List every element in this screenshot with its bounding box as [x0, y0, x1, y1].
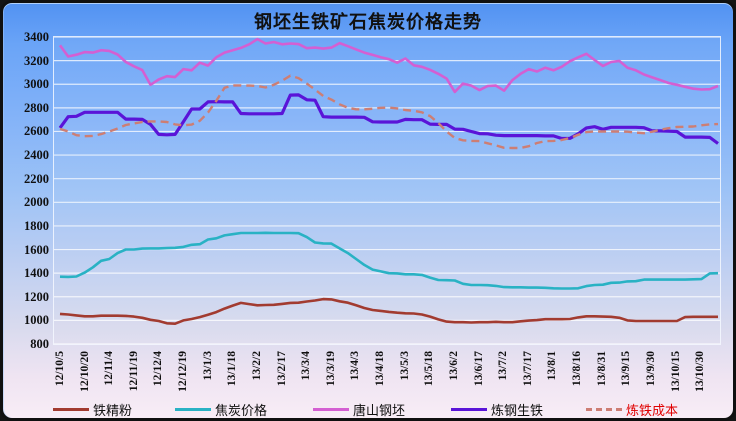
- series-line-iron-concentrate: [59, 297, 718, 326]
- legend-label-tangshan-billet: 唐山钢坯: [353, 402, 406, 418]
- legend-label-coke-price: 焦炭价格: [215, 402, 268, 418]
- series-line-tangshan-billet: [58, 37, 719, 94]
- legend-label-iron-concentrate: 铁精粉: [93, 402, 133, 418]
- series-line-coke-price: [59, 231, 719, 290]
- legend-item-coke-price: 焦炭价格: [175, 399, 267, 419]
- legend-line-sample-coke-price: [175, 407, 211, 411]
- legend-label-steelmaking-pig-iron: 炼钢生铁: [491, 402, 544, 418]
- chart-title: 钢坯生铁矿石焦炭价格走势: [254, 12, 482, 32]
- series-line-steelmaking-pig-iron: [58, 93, 719, 145]
- y-tick-label: 1400: [24, 266, 49, 281]
- y-tick-label: 2000: [24, 195, 49, 210]
- y-tick-label: 2200: [24, 171, 49, 186]
- legend-item-tangshan-billet: 唐山钢坯: [313, 399, 405, 419]
- y-tick-label: 800: [30, 337, 49, 351]
- chart-canvas: [54, 37, 720, 344]
- legend-line-sample-iron-concentrate: [53, 407, 89, 411]
- y-tick-label: 3200: [24, 53, 49, 68]
- legend-line-sample-ironmaking-cost: [586, 407, 622, 411]
- y-tick-label: 2400: [24, 148, 49, 163]
- legend-line-sample-tangshan-billet: [313, 407, 349, 411]
- y-tick-label: 1800: [24, 218, 49, 233]
- y-tick-label: 1000: [24, 313, 49, 328]
- y-tick-label: 1200: [24, 289, 49, 304]
- y-tick-label: 2800: [24, 100, 49, 115]
- y-tick-label: 1600: [24, 242, 49, 257]
- series-line-ironmaking-cost: [59, 74, 719, 150]
- y-tick-label: 2600: [24, 124, 49, 139]
- legend-item-ironmaking-cost: 炼铁成本: [586, 399, 678, 419]
- legend-line-sample-steelmaking-pig-iron: [451, 407, 487, 411]
- y-tick-label: 3400: [24, 30, 49, 44]
- y-tick-label: 3000: [24, 77, 49, 92]
- legend: 铁精粉 焦炭价格 唐山钢坯 炼钢生铁 炼铁成本: [3, 399, 733, 421]
- legend-item-iron-concentrate: 铁精粉: [53, 399, 132, 419]
- plot-area: [53, 36, 721, 345]
- legend-label-ironmaking-cost: 炼铁成本: [626, 402, 679, 418]
- legend-item-steelmaking-pig-iron: 炼钢生铁: [451, 399, 543, 419]
